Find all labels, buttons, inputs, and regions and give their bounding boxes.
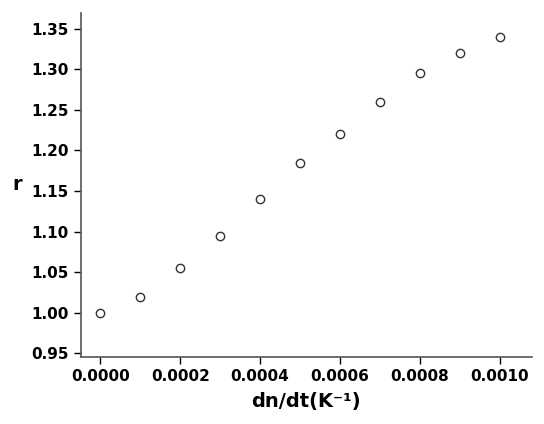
X-axis label: dn/dt(K⁻¹): dn/dt(K⁻¹)	[251, 393, 361, 412]
Y-axis label: r: r	[13, 176, 22, 195]
